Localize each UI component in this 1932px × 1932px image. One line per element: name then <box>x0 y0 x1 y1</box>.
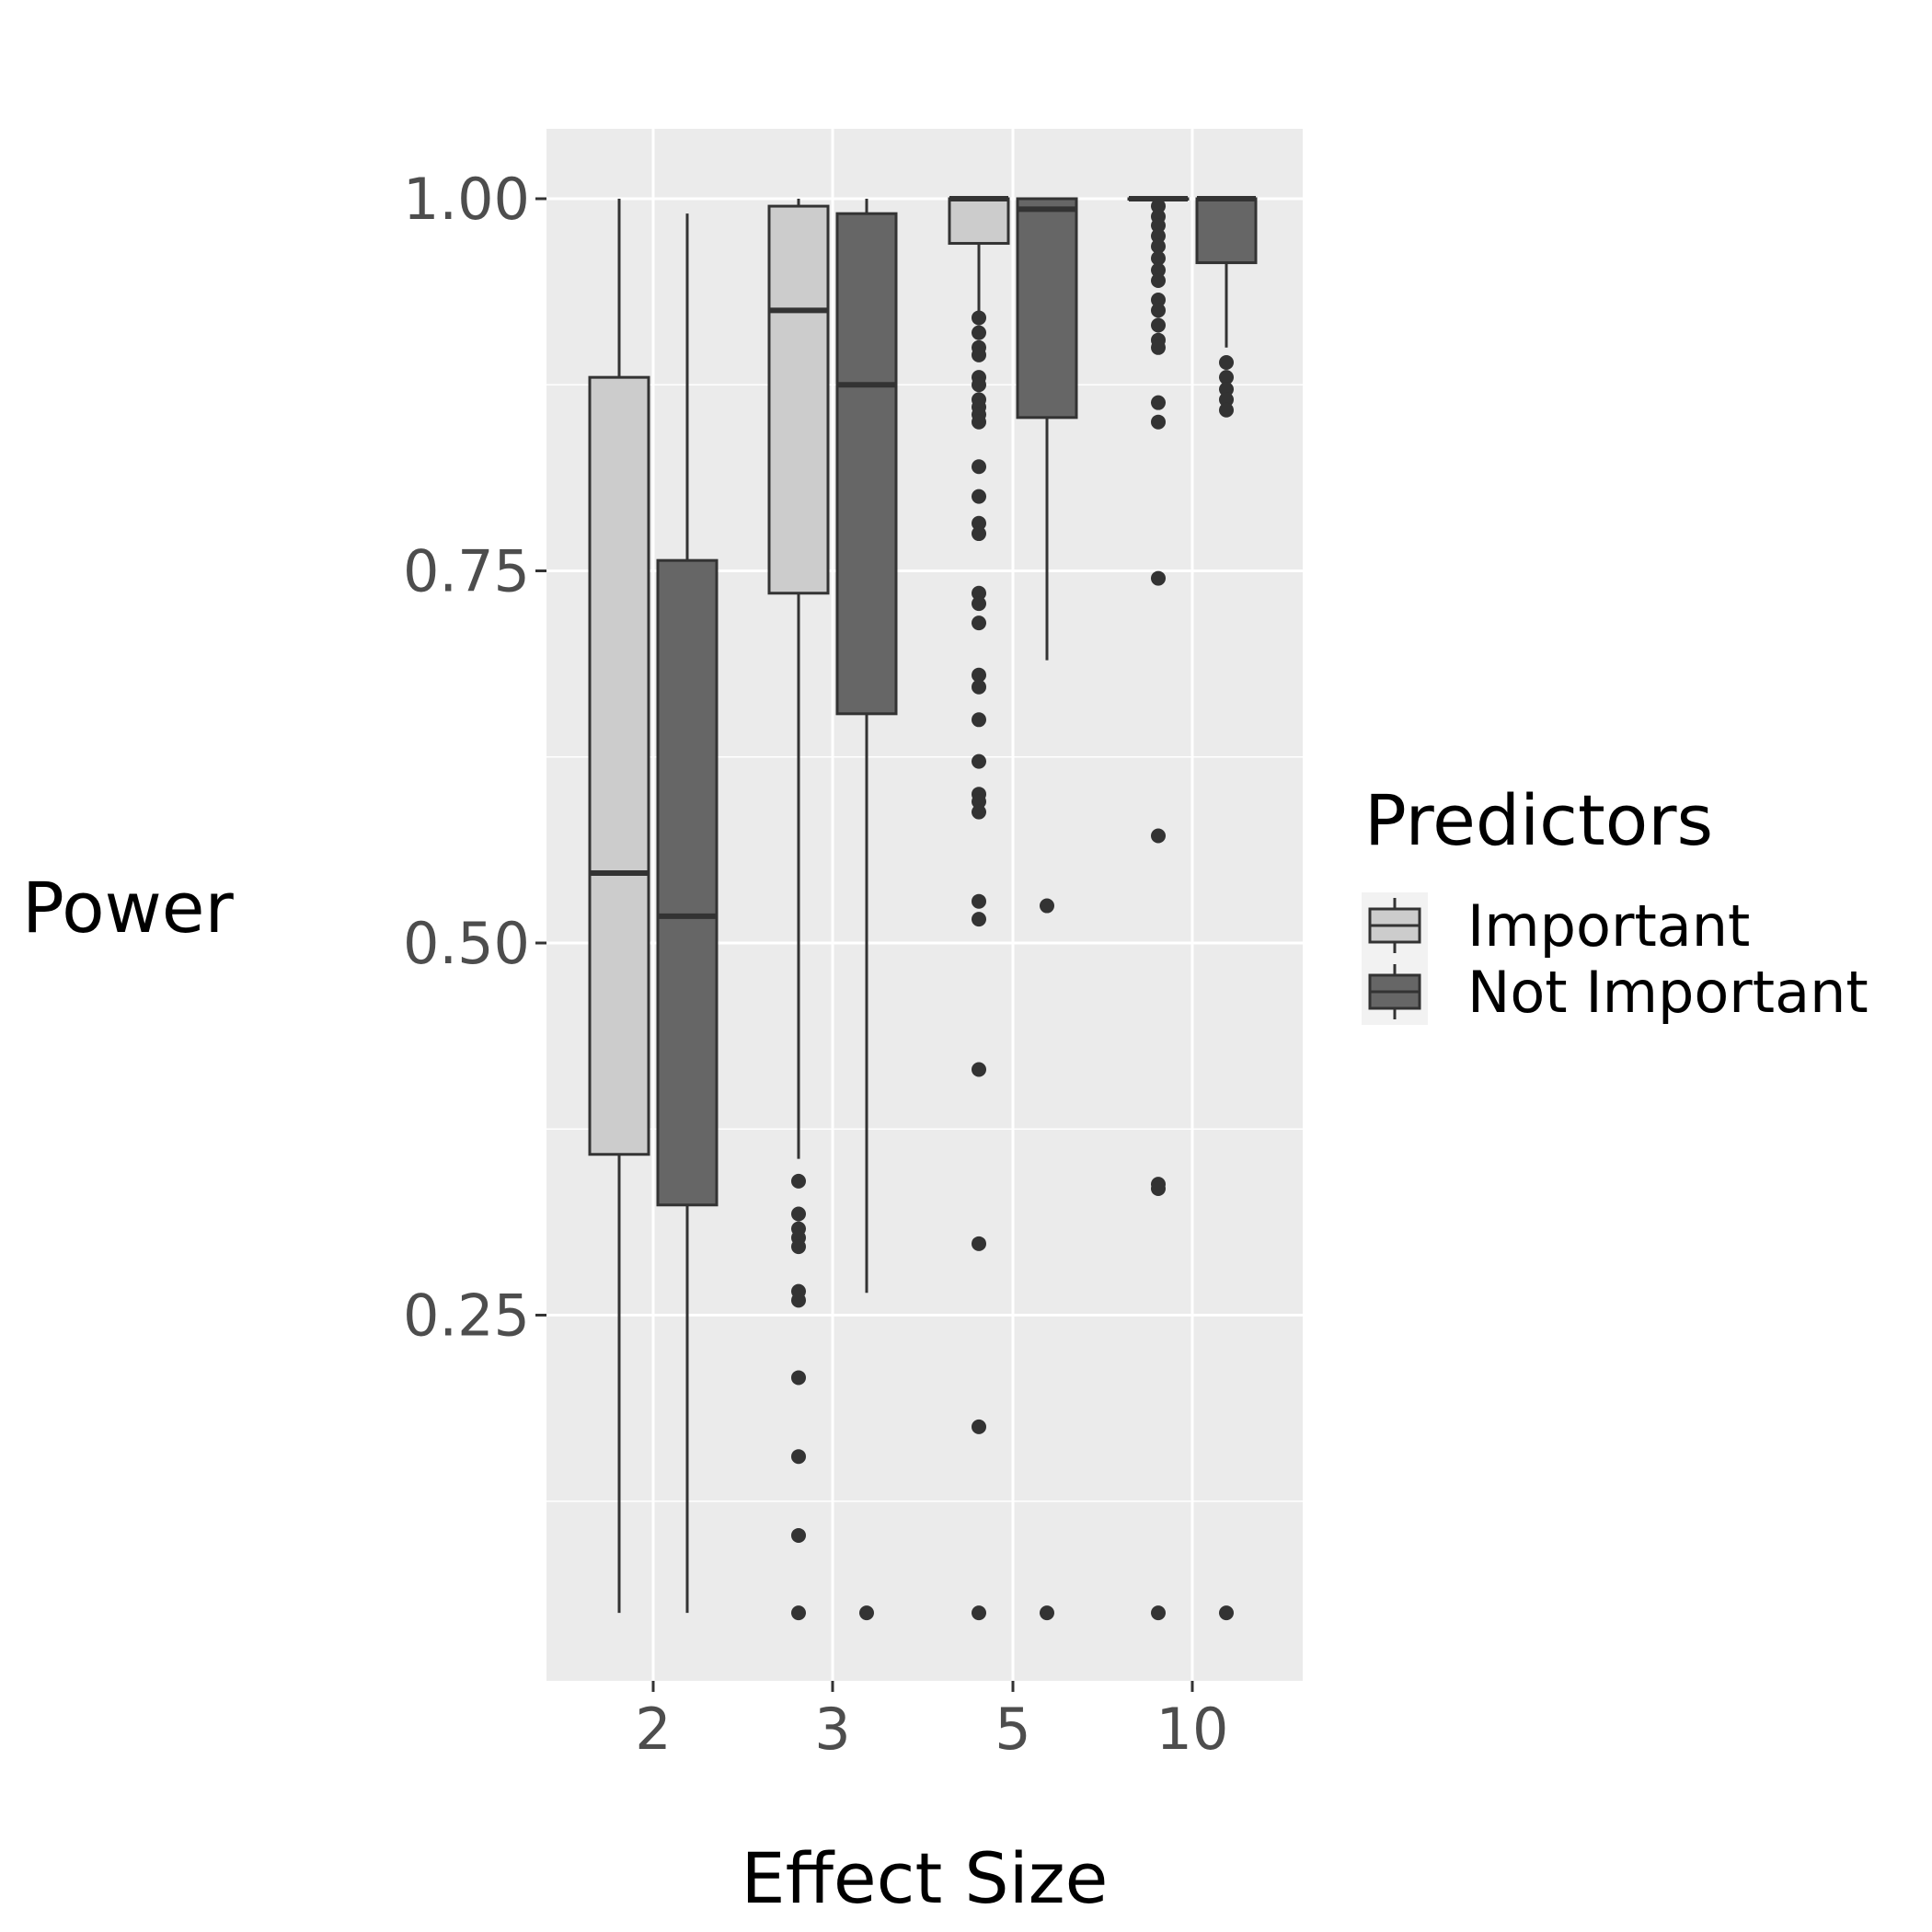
outlier-point <box>1151 414 1166 430</box>
y-axis: 0.25 0.50 0.75 1.00 <box>403 166 546 1350</box>
outlier-point <box>972 526 986 542</box>
outlier-point <box>1151 395 1166 410</box>
outlier-point <box>791 1173 806 1189</box>
outlier-point <box>1151 339 1166 355</box>
outlier-point <box>972 414 986 430</box>
outlier-point <box>1151 828 1166 844</box>
outlier-point <box>1219 382 1234 397</box>
legend-entry: Important <box>1368 892 1750 960</box>
box-not-important-3 <box>835 199 898 1621</box>
box-important-10 <box>1127 196 1190 1621</box>
outlier-point <box>791 1206 806 1222</box>
outlier-point <box>1151 272 1166 288</box>
outlier-point <box>972 615 986 631</box>
outlier-point <box>1151 293 1166 308</box>
outlier-point <box>972 794 986 810</box>
box-important-2 <box>588 199 650 1614</box>
outlier-point <box>1151 262 1166 278</box>
outlier-point <box>972 310 986 326</box>
outlier-point <box>972 667 986 683</box>
legend-title: Predictors <box>1364 779 1713 861</box>
box-iqr <box>588 375 650 1156</box>
outlier-point <box>972 515 986 531</box>
outlier-point <box>972 804 986 820</box>
box-not-important-10 <box>1195 196 1258 1621</box>
box-iqr <box>1195 197 1258 265</box>
x-tick-label: 10 <box>1156 1696 1229 1763</box>
outlier-point <box>791 1527 806 1543</box>
outlier-point <box>791 1605 806 1621</box>
outlier-point <box>1151 228 1166 244</box>
outlier-point <box>1040 1605 1054 1621</box>
box-iqr <box>948 197 1010 246</box>
outlier-point <box>1219 370 1234 385</box>
outlier-point <box>1151 218 1166 234</box>
y-axis-title: Power <box>22 867 235 949</box>
y-tick-label: 0.25 <box>403 1282 530 1350</box>
outlier-point <box>1219 1605 1234 1621</box>
outlier-point <box>972 912 986 927</box>
box-important-3 <box>767 199 830 1621</box>
outlier-point <box>1151 570 1166 586</box>
x-tick-label: 2 <box>635 1696 671 1763</box>
outlier-point <box>1151 1180 1166 1196</box>
outlier-point <box>1151 199 1166 214</box>
y-tick-label: 0.75 <box>403 538 530 605</box>
outlier-point <box>1219 402 1234 418</box>
x-tick-label: 3 <box>814 1696 850 1763</box>
box-iqr <box>1016 197 1078 420</box>
x-tick-label: 5 <box>995 1696 1030 1763</box>
outlier-point <box>972 459 986 475</box>
outlier-point <box>972 679 986 695</box>
outlier-point <box>972 1236 986 1251</box>
outlier-point <box>1151 238 1166 254</box>
outlier-point <box>972 377 986 393</box>
x-axis-title: Effect Size <box>742 1837 1109 1919</box>
y-tick-label: 0.50 <box>403 910 530 977</box>
outlier-point <box>972 347 986 362</box>
outlier-point <box>972 325 986 340</box>
outlier-point <box>972 893 986 909</box>
outlier-point <box>1151 317 1166 333</box>
outlier-point <box>1151 303 1166 318</box>
outlier-point <box>972 712 986 728</box>
outlier-point <box>791 1293 806 1308</box>
outlier-point <box>972 1062 986 1077</box>
legend-label: Important <box>1467 892 1750 960</box>
outlier-point <box>972 489 986 504</box>
outlier-point <box>972 596 986 612</box>
outlier-point <box>1219 392 1234 408</box>
legend-entry: Not Important <box>1368 959 1869 1026</box>
major-gridlines <box>546 129 1303 1681</box>
box-iqr <box>656 558 719 1207</box>
outlier-point <box>1151 250 1166 266</box>
outlier-point <box>859 1605 874 1621</box>
box-not-important-2 <box>656 213 719 1614</box>
outlier-point <box>1219 354 1234 370</box>
box-iqr <box>767 204 830 595</box>
outlier-point <box>972 585 986 601</box>
outlier-point <box>1040 898 1054 914</box>
outlier-point <box>972 1419 986 1434</box>
outlier-point <box>1151 1605 1166 1621</box>
box-not-important-5 <box>1016 197 1078 1621</box>
outlier-point <box>791 1239 806 1255</box>
legend-label: Not Important <box>1467 959 1869 1026</box>
outlier-point <box>791 1449 806 1465</box>
box-important-5 <box>948 196 1010 1621</box>
box-layer <box>588 196 1258 1621</box>
outlier-point <box>791 1370 806 1386</box>
outlier-point <box>972 1605 986 1621</box>
outlier-point <box>972 753 986 769</box>
x-axis: 2 3 5 10 <box>635 1681 1228 1763</box>
box-iqr <box>835 212 898 716</box>
y-tick-label: 1.00 <box>403 166 530 233</box>
